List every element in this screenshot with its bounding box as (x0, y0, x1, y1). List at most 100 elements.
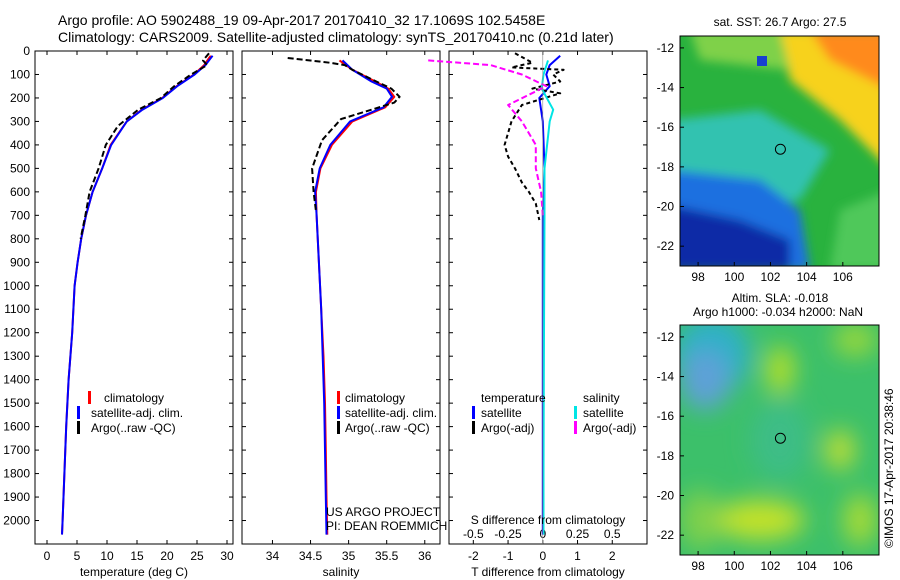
depth-tick-label: 800 (10, 232, 30, 246)
depth-tick-label: 1500 (3, 396, 30, 410)
temperature-xtick-label: 30 (220, 549, 234, 563)
sst-se-green-region (830, 194, 879, 266)
legend-swatch-temp-argo (472, 421, 475, 434)
difference-top-tick-label: 0.5 (604, 527, 621, 541)
sla-ytick-label: -16 (657, 409, 675, 423)
sla-map-frame (679, 324, 880, 556)
temperature-series-argo-raw-qc- (79, 52, 210, 240)
difference-plot: -2 -1 0 1 2-0.5 -0.25 0 0.25 0.5 (428, 50, 647, 563)
salinity-xtick-label: 34 (266, 549, 280, 563)
sla-mid-patch (750, 400, 810, 480)
depth-tick-label: 200 (10, 91, 30, 105)
legend-label-argo: Argo(..raw -QC) (345, 421, 430, 435)
salinity-xlabel: salinity (323, 565, 360, 579)
temperature-series-climatology (61, 55, 212, 535)
sla-xtick-label: 102 (760, 559, 780, 573)
sst-ytick-label: -18 (657, 160, 675, 174)
temperature-xtick-label: 25 (190, 549, 204, 563)
depth-tick-label: 1900 (3, 490, 30, 504)
depth-tick-label: 2000 (3, 514, 30, 528)
legend-swatch-satellite (337, 406, 340, 419)
temperature-series-satellite-adj-clim- (61, 55, 214, 535)
sla-warm-patch-6 (844, 494, 876, 546)
difference-xtick-label: 0 (539, 549, 546, 563)
depth-tick-label: 1400 (3, 373, 30, 387)
sst-field (680, 36, 879, 266)
difference-top-tick-label: 0.25 (566, 527, 590, 541)
credit-project: US ARGO PROJECT (326, 505, 441, 519)
legend-swatch-argo (337, 421, 340, 434)
sst-cold-pixel (757, 56, 767, 66)
temperature-xtick-label: 15 (130, 549, 144, 563)
legend-label-climatology: climatology (345, 391, 405, 405)
sla-map-axes: 98 100 102 104 106 -12 -14 -16 -18 -20 -22 (657, 330, 853, 573)
salinity-series-argo-raw-qc- (287, 57, 401, 211)
sla-field (680, 325, 877, 550)
credit-pi: PI: DEAN ROEMMICH (326, 519, 447, 533)
sla-map-title: Altim. SLA: -0.018 (732, 291, 829, 305)
sst-ytick-label: -12 (657, 41, 675, 55)
sla-argo-location-marker (774, 432, 786, 444)
sst-deepblue-region (680, 207, 790, 266)
temperature-xtick-label: 5 (74, 549, 81, 563)
salinity-series-climatology (314, 59, 396, 535)
sst-xtick-label: 104 (797, 270, 817, 284)
salinity-xtick-label: 34.5 (299, 549, 323, 563)
sla-warm-patch-5 (680, 490, 720, 550)
sla-xtick-label: 98 (691, 559, 705, 573)
sst-ytick-label: -14 (657, 81, 675, 95)
difference-top-tick-label: -0.5 (463, 527, 484, 541)
sla-ytick-label: -18 (657, 449, 675, 463)
sla-warm-patch-3 (826, 430, 854, 470)
depth-tick-label: 600 (10, 185, 30, 199)
temperature-plot: 0 5 10 15 20 25 300100200300400500600700800900… (3, 44, 234, 563)
sla-map-subtitle: Argo h1000: -0.034 h2000: NaN (693, 305, 863, 319)
legend-label-satellite: satellite-adj. clim. (91, 406, 183, 420)
depth-tick-label: 1700 (3, 443, 30, 457)
difference-xtick-label: 1 (574, 549, 581, 563)
sla-warm-patch-2 (833, 325, 877, 356)
sla-warm-patch-4 (715, 500, 805, 540)
depth-tick-label: 1100 (4, 302, 30, 316)
difference-panel (448, 50, 648, 545)
difference-xtick-label: -2 (468, 549, 479, 563)
sla-heatmap (680, 325, 879, 555)
sla-ytick-label: -12 (657, 330, 675, 344)
temperature-xtick-label: 0 (44, 549, 51, 563)
legend-swatch-argo (77, 421, 80, 434)
depth-tick-label: 300 (10, 114, 30, 128)
sla-xtick-label: 100 (724, 559, 744, 573)
sst-hot-region (814, 36, 879, 85)
salinity-xtick-label: 36 (418, 549, 432, 563)
legend-swatch-satellite (77, 406, 80, 419)
sst-map-frame (679, 35, 880, 267)
difference-legend: temperature salinity satellite Argo(-adj… (472, 391, 636, 435)
depth-tick-label: 1800 (3, 467, 30, 481)
legend-label-temp-argo: Argo(-adj) (481, 421, 534, 435)
legend-label-climatology: climatology (104, 391, 164, 405)
sla-xtick-label: 104 (797, 559, 817, 573)
sst-ytick-label: -20 (657, 200, 675, 214)
header-line-2: Climatology: CARS2009. Satellite-adjuste… (58, 29, 614, 45)
salinity-xtick-label: 35.5 (375, 549, 399, 563)
header-line-1: Argo profile: AO 5902488_19 09-Apr-2017 … (58, 12, 545, 28)
depth-tick-label: 700 (10, 208, 30, 222)
legend-header-temperature: temperature (481, 391, 546, 405)
temperature-xtick-label: 10 (100, 549, 114, 563)
sla-cool-core (680, 350, 730, 410)
difference-xlabel-top: S difference from climatology (471, 513, 626, 527)
depth-tick-label: 1300 (3, 349, 30, 363)
sst-xtick-label: 100 (724, 270, 744, 284)
sst-xtick-label: 106 (833, 270, 853, 284)
salinity-xtick-label: 35 (342, 549, 356, 563)
difference-top-tick-label: -0.25 (494, 527, 522, 541)
salinity-legend: climatology satellite-adj. clim. Argo(..… (337, 391, 437, 435)
difference-xtick-label: 2 (609, 549, 616, 563)
legend-swatch-sal-argo (574, 421, 577, 434)
difference-series-temperature-argo-adj- (503, 52, 565, 221)
legend-label-argo: Argo(..raw -QC) (91, 421, 176, 435)
sst-map-title: sat. SST: 26.7 Argo: 27.5 (714, 15, 847, 29)
depth-tick-label: 1600 (3, 420, 30, 434)
legend-label-sal-satellite: satellite (583, 406, 624, 420)
